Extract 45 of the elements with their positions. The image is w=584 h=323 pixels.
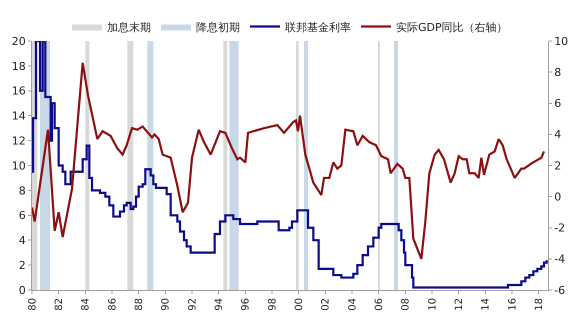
y2-tick-label: 6 [554, 97, 562, 110]
x-tick-label: 14 [480, 298, 492, 311]
x-tick-label: 06 [374, 298, 385, 311]
x-tick-label: 82 [54, 298, 65, 311]
y2-tick-label: -2 [554, 222, 566, 235]
x-tick-label: 04 [347, 298, 358, 311]
x-tick-label: 84 [80, 298, 92, 311]
y2-tick-label: 2 [554, 159, 562, 172]
legend-label: 降息初期 [196, 20, 240, 34]
y-tick-label: 18 [12, 60, 26, 73]
x-tick-label: 96 [240, 298, 252, 311]
x-tick-label: 00 [294, 298, 305, 311]
x-tick-label: 08 [400, 298, 412, 311]
y-tick-label: 8 [18, 184, 26, 198]
x-tick-label: 12 [454, 298, 465, 311]
x-tick-label: 86 [107, 298, 118, 311]
y-tick-label: 16 [12, 84, 26, 98]
y2-tick-label: 4 [554, 128, 562, 142]
x-tick-label: 88 [134, 298, 145, 311]
y2-tick-label: -4 [554, 252, 566, 266]
line-series [32, 62, 546, 260]
x-tick-label: 16 [507, 298, 518, 311]
x-tick-label: 94 [214, 298, 225, 311]
y2-tick-label: 0 [554, 190, 562, 204]
y-tick-label: 4 [18, 234, 26, 248]
y-tick-label: 0 [18, 284, 26, 297]
y-tick-label: 14 [12, 110, 26, 123]
legend-label: 加息末期 [107, 20, 151, 34]
y-tick-label: 10 [12, 159, 26, 172]
x-tick-label: 98 [267, 298, 278, 311]
x-tick-label: 90 [160, 298, 172, 311]
x-tick-label: 02 [320, 298, 332, 311]
x-tick-label: 80 [27, 298, 38, 311]
x-tick-label: 18 [534, 298, 545, 311]
x-tick-label: 92 [187, 298, 198, 311]
y-tick-label: 2 [18, 258, 26, 272]
y2-tick-label: 8 [554, 66, 562, 79]
legend-label: 实际GDP同比（右轴） [396, 20, 508, 34]
legend-label: 联邦基金利率 [285, 20, 351, 34]
y-tick-label: 12 [12, 134, 26, 148]
y2-tick-label: -6 [554, 284, 566, 297]
y2-tick-label: 10 [554, 34, 568, 48]
y-tick-label: 6 [18, 209, 26, 222]
x-tick-label: 10 [427, 298, 438, 311]
y-tick-label: 20 [12, 34, 26, 48]
